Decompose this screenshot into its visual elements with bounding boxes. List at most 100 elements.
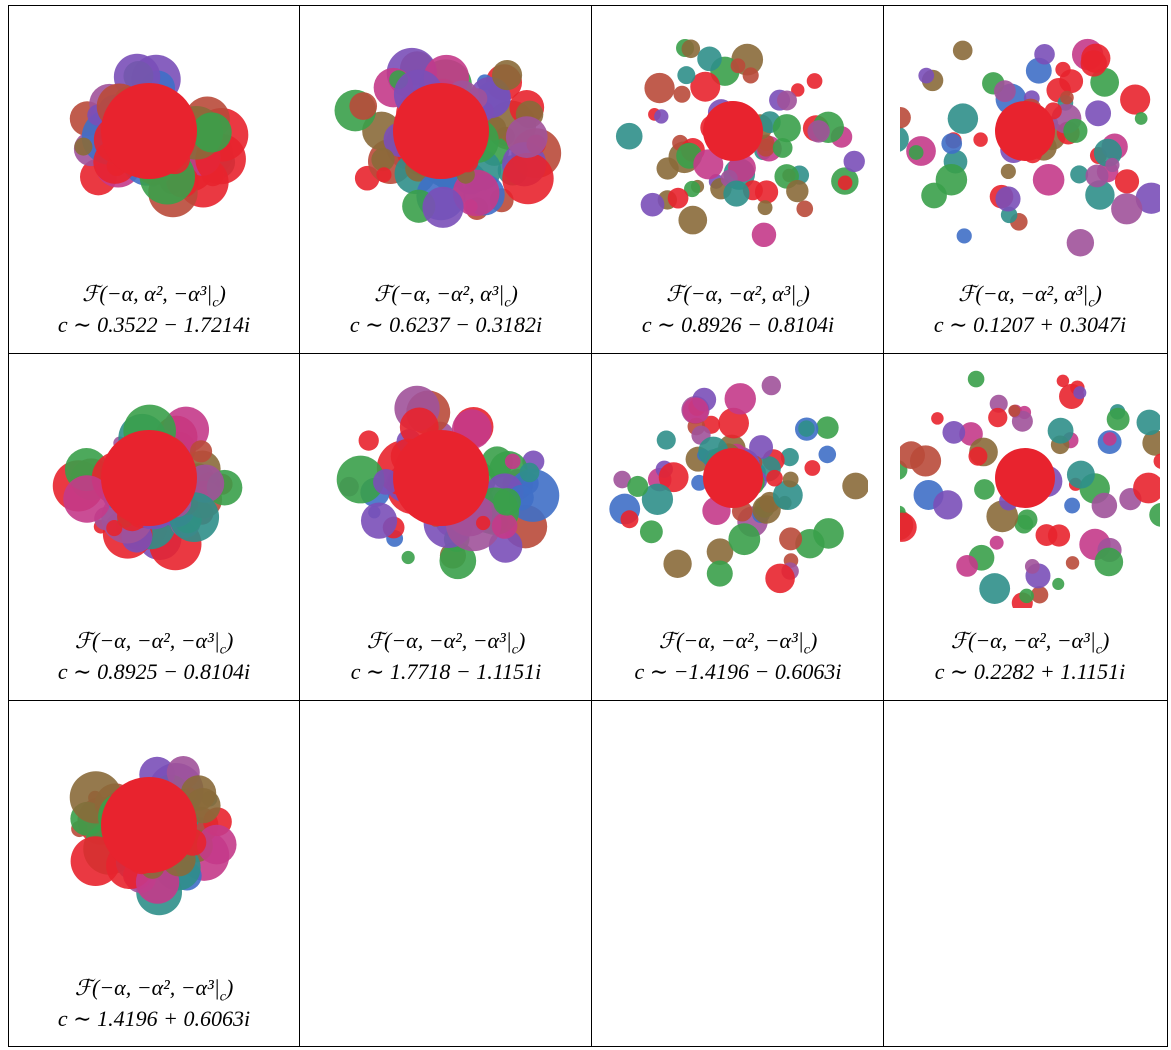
fractal-blob (654, 109, 668, 123)
caption-formula: ℱ(−α, −α², −α³|c) (885, 628, 1171, 658)
fractal-blob (933, 490, 962, 519)
fractal-blob (990, 536, 1004, 550)
fractal-blob (783, 472, 799, 488)
fractal-blob (900, 513, 917, 542)
formula-text: ℱ(−α, −α², −α³| (951, 628, 1096, 653)
fractal-blob (798, 420, 814, 436)
fractal-blob (1135, 112, 1148, 125)
formula-text: ) (1102, 628, 1109, 653)
fractal-blob (1033, 164, 1065, 196)
caption-formula: ℱ(−α, α², −α³|c) (9, 281, 299, 311)
caption-parameter: c ∼ 0.2282 + 1.1151i (885, 659, 1171, 685)
formula-text: ℱ(−α, −α², α³| (666, 281, 796, 306)
fractal-blob (766, 470, 783, 487)
formula-text: ℱ(−α, −α², α³| (374, 281, 504, 306)
fractal-blob (816, 416, 839, 439)
fractal-blob (1092, 493, 1118, 519)
formula-text: ) (226, 628, 233, 653)
formula-text: ℱ(−α, −α², −α³| (367, 628, 512, 653)
fractal-blob (190, 440, 212, 462)
fractal-blob (988, 408, 1007, 427)
fractal-blob (422, 187, 463, 228)
fractal-core (393, 83, 489, 179)
caption-parameter: c ∼ 0.8926 − 0.8104i (593, 312, 883, 338)
fractal-blob (663, 550, 691, 578)
fractal-blob (918, 68, 934, 84)
fractal-blob (1036, 524, 1058, 546)
figure-cell: ℱ(−α, −α², α³|c)c ∼ 0.8926 − 0.8104i (593, 6, 883, 353)
column-rule (299, 6, 300, 1046)
fractal-blob (807, 120, 829, 142)
fractal-blob (616, 123, 643, 150)
fractal-blob (968, 371, 985, 388)
fractal-blob (1115, 169, 1139, 193)
fractal-image (24, 368, 284, 608)
fractal-core (101, 777, 197, 873)
fractal-blob (621, 510, 639, 528)
fractal-core (703, 101, 763, 161)
fractal-blob (995, 186, 1020, 211)
fractal-image (24, 715, 284, 955)
fractal-blob (359, 430, 379, 450)
fractal-blob (1055, 62, 1070, 77)
fractal-core (393, 430, 489, 526)
fractal-image (316, 21, 576, 261)
fractal-blob (376, 167, 391, 182)
fractal-blob (476, 516, 490, 530)
fractal-blob (1063, 119, 1087, 143)
fractal-image (608, 21, 868, 261)
caption-formula: ℱ(−α, −α², −α³|c) (9, 628, 299, 658)
figure-cell: ℱ(−α, −α², −α³|c)c ∼ −1.4196 − 0.6063i (593, 353, 883, 700)
fractal-blob (1085, 164, 1108, 187)
fractal-blob (1052, 578, 1064, 590)
fractal-blob (921, 183, 947, 209)
fractal-blob (668, 188, 689, 209)
fractal-blob (979, 573, 1010, 604)
fractal-blob (1001, 164, 1016, 179)
caption-formula: ℱ(−α, −α², α³|c) (301, 281, 591, 311)
formula-text: ) (518, 628, 525, 653)
fractal-blob (731, 58, 746, 73)
fractal-blob (762, 376, 781, 395)
fractal-blob (1067, 461, 1095, 489)
fractal-blob (728, 523, 760, 555)
fractal-blob (640, 520, 663, 543)
column-rule (591, 6, 592, 1046)
fractal-image (608, 368, 868, 608)
formula-text: ℱ(−α, −α², −α³| (75, 628, 220, 653)
fractal-core (703, 448, 763, 508)
fractal-blob (656, 157, 678, 179)
fractal-image (24, 21, 284, 261)
fractal-blob (941, 133, 962, 154)
fractal-blob (1066, 556, 1079, 569)
figure-cell: ℱ(−α, −α², α³|c)c ∼ 0.6237 − 0.3182i (301, 6, 591, 353)
caption-formula: ℱ(−α, −α², −α³|c) (9, 975, 299, 1005)
fractal-blob (402, 551, 415, 564)
fractal-blob (682, 397, 708, 423)
fractal-blob (844, 151, 865, 172)
fractal-blob (192, 112, 232, 152)
fractal-blob (765, 564, 795, 594)
caption-parameter: c ∼ 0.6237 − 0.3182i (301, 312, 591, 338)
fractal-image (900, 368, 1160, 608)
fractal-blob (994, 80, 1016, 102)
fractal-blob (931, 412, 944, 425)
fractal-blob (842, 473, 868, 500)
figure-cell: ℱ(−α, α², −α³|c)c ∼ 0.3522 − 1.7214i (9, 6, 299, 353)
fractal-core (101, 430, 197, 526)
fractal-blob (641, 193, 665, 217)
formula-text: ) (219, 281, 226, 306)
fractal-blob (349, 92, 377, 120)
formula-text: ℱ(−α, −α², −α³| (659, 628, 804, 653)
fractal-blob (1073, 386, 1086, 399)
formula-text: ) (803, 281, 810, 306)
fractal-blob (361, 503, 397, 539)
fractal-blob (968, 447, 987, 466)
fractal-blob (743, 67, 759, 83)
fractal-blob (909, 145, 924, 160)
fractal-blob (1070, 165, 1088, 183)
page: ℱ(−α, α², −α³|c)c ∼ 0.3522 − 1.7214iℱ(−α… (0, 0, 1171, 1050)
fractal-blob (644, 73, 674, 103)
fractal-blob (1149, 503, 1160, 527)
fractal-blob (838, 176, 853, 191)
